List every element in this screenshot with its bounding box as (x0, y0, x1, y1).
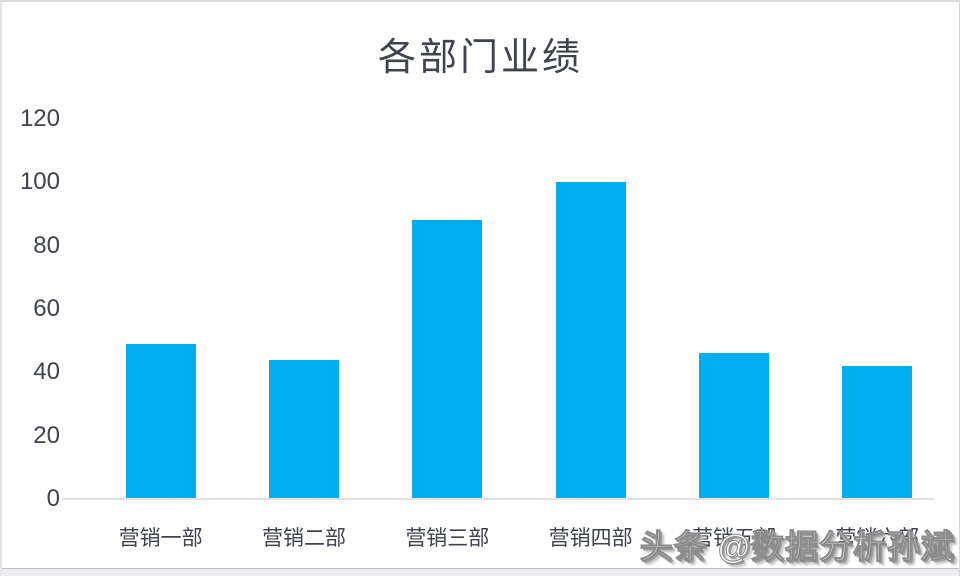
x-axis-label: 营销二部 (261, 527, 346, 550)
x-axis-label: 营销六部 (835, 527, 920, 550)
bar-slot (662, 119, 805, 499)
bar (268, 359, 339, 499)
y-axis-tick-label: 120 (19, 105, 60, 132)
y-axis: 0 20 40 60 80 100 120 (2, 2, 60, 576)
x-axis-label: 营销一部 (118, 527, 203, 550)
bar-slot (232, 119, 375, 499)
x-axis-label: 营销五部 (691, 527, 776, 550)
bar-slot (519, 119, 662, 499)
x-axis-label: 营销四部 (548, 527, 633, 550)
y-axis-tick-label: 80 (33, 231, 60, 259)
bar-slot (806, 119, 949, 499)
bar (842, 366, 913, 499)
bar-slot (376, 119, 519, 499)
y-axis-tick-label: 20 (33, 421, 60, 449)
x-axis-label: 营销三部 (405, 527, 490, 550)
bar (555, 182, 626, 499)
y-axis-tick-label: 40 (33, 358, 60, 386)
x-axis-labels: 营销一部 营销二部 营销三部 营销四部 营销五部 营销六部 (89, 522, 949, 552)
bar (698, 353, 769, 499)
bar (412, 220, 483, 499)
y-axis-tick-label: 0 (46, 485, 60, 512)
watermark: 头条 @数据分析孙斌 (639, 528, 955, 566)
y-axis-tick-label: 100 (19, 168, 60, 196)
x-axis-line (62, 498, 934, 500)
bar (125, 343, 196, 499)
plot-area (89, 119, 949, 499)
bottom-border (2, 568, 959, 576)
bar-slot (89, 119, 232, 499)
y-axis-tick-label: 60 (33, 295, 60, 322)
chart-title: 各部门业绩 (377, 37, 583, 79)
